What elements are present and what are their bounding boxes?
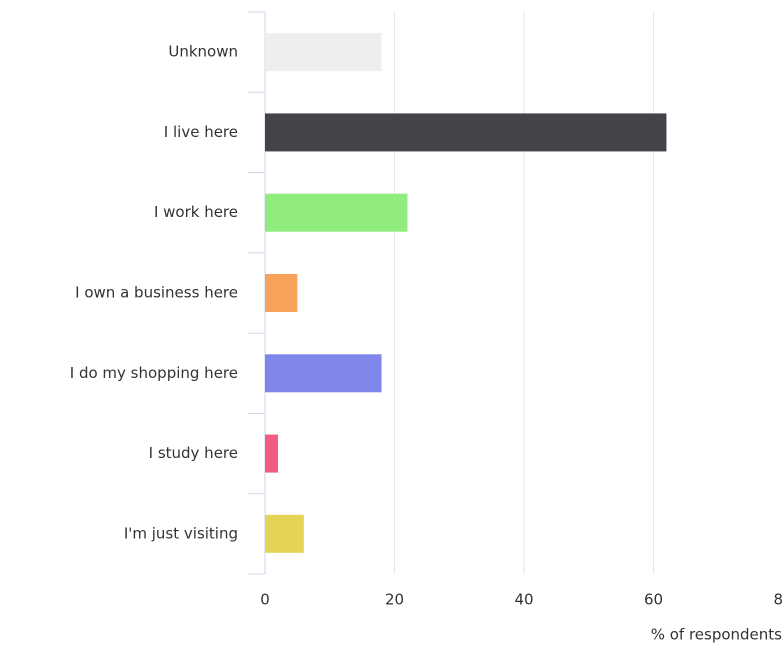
y-tick-label: I own a business here <box>75 284 238 302</box>
x-tick-label: 80 <box>773 591 782 609</box>
bar <box>265 113 667 152</box>
x-tick-label: 0 <box>260 591 270 609</box>
y-tick-label: I'm just visiting <box>124 524 238 542</box>
bar <box>265 434 278 473</box>
y-tick-label: Unknown <box>168 43 238 61</box>
bar <box>265 354 382 393</box>
y-tick-label: I work here <box>154 203 238 221</box>
x-axis-label: % of respondents <box>651 626 782 644</box>
bar <box>265 193 408 232</box>
x-tick-label: 40 <box>514 591 533 609</box>
bar <box>265 514 304 553</box>
x-tick-label: 20 <box>385 591 404 609</box>
y-tick-label: I live here <box>164 123 238 141</box>
x-tick-label: 60 <box>644 591 663 609</box>
bar <box>265 274 298 312</box>
y-tick-label: I do my shopping here <box>70 364 238 382</box>
y-tick-label: I study here <box>149 444 238 462</box>
bar <box>265 33 382 72</box>
